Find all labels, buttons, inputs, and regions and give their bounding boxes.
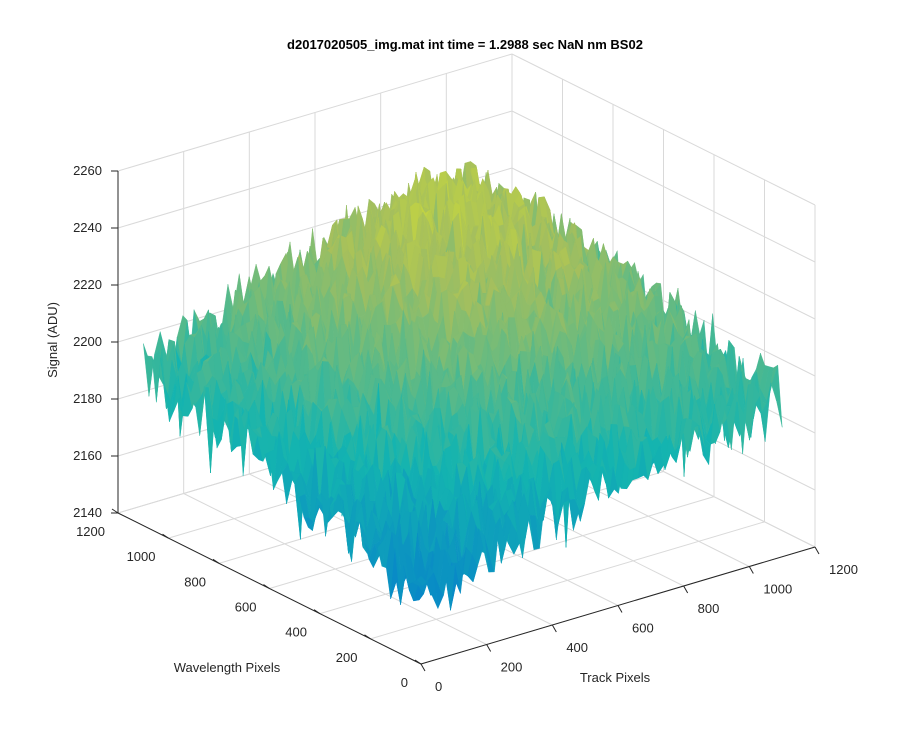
grid-line bbox=[511, 167, 816, 320]
x-tick-label: 600 bbox=[632, 621, 654, 636]
y-tick bbox=[414, 659, 422, 665]
x-tick bbox=[748, 566, 754, 574]
y-tick-label: 1000 bbox=[127, 549, 156, 564]
z-tick-label: 2260 bbox=[73, 163, 102, 178]
grid-line bbox=[117, 53, 513, 172]
x-tick bbox=[420, 663, 426, 672]
y-tick bbox=[263, 584, 270, 589]
z-tick-label: 2180 bbox=[73, 391, 102, 406]
x-tick-label: 400 bbox=[566, 640, 588, 655]
y-tick-label: 600 bbox=[235, 600, 257, 615]
z-axis-label: Signal (ADU) bbox=[45, 302, 60, 378]
x-tick-label: 1000 bbox=[763, 582, 792, 597]
z-tick-label: 2140 bbox=[73, 505, 102, 520]
y-tick-label: 800 bbox=[184, 574, 206, 589]
x-tick bbox=[814, 546, 820, 555]
y-tick-label: 1200 bbox=[76, 524, 105, 539]
grid-line bbox=[511, 53, 816, 206]
grid-line bbox=[319, 496, 715, 615]
x-tick-label: 0 bbox=[435, 679, 442, 694]
z-tick-label: 2220 bbox=[73, 277, 102, 292]
x-tick bbox=[486, 644, 492, 652]
x-tick-label: 200 bbox=[501, 660, 523, 675]
chart-title: d2017020505_img.mat int time = 1.2988 se… bbox=[287, 37, 643, 52]
x-axis-label: Track Pixels bbox=[580, 670, 651, 685]
z-tick-label: 2160 bbox=[73, 448, 102, 463]
z-tick-label: 2200 bbox=[73, 334, 102, 349]
surface-patch bbox=[416, 575, 427, 586]
y-tick bbox=[364, 634, 371, 640]
y-tick bbox=[162, 533, 169, 539]
x-tick bbox=[617, 605, 623, 613]
x-tick-label: 1200 bbox=[829, 562, 858, 577]
x-tick bbox=[551, 624, 557, 633]
y-tick bbox=[212, 558, 220, 564]
y-tick bbox=[111, 508, 119, 514]
y-axis-label: Wavelength Pixels bbox=[174, 660, 281, 675]
axes-frame: 0 200 400 600 800 1000 1200 0 200 400 600 800 1000 12… bbox=[73, 163, 858, 694]
z-tick-label: 2240 bbox=[73, 220, 102, 235]
surface-mesh bbox=[143, 160, 783, 611]
y-tick bbox=[313, 609, 321, 615]
y-tick-label: 0 bbox=[401, 675, 408, 690]
surface-patch bbox=[143, 343, 154, 397]
y-tick-label: 400 bbox=[285, 625, 307, 640]
x-tick bbox=[683, 585, 689, 594]
y-tick-label: 200 bbox=[336, 650, 358, 665]
axes-labels: d2017020505_img.mat int time = 1.2988 se… bbox=[45, 37, 651, 685]
grid-line bbox=[370, 521, 765, 640]
grid-line bbox=[511, 110, 816, 263]
grid-line bbox=[117, 110, 513, 229]
x-tick-label: 800 bbox=[698, 601, 720, 616]
